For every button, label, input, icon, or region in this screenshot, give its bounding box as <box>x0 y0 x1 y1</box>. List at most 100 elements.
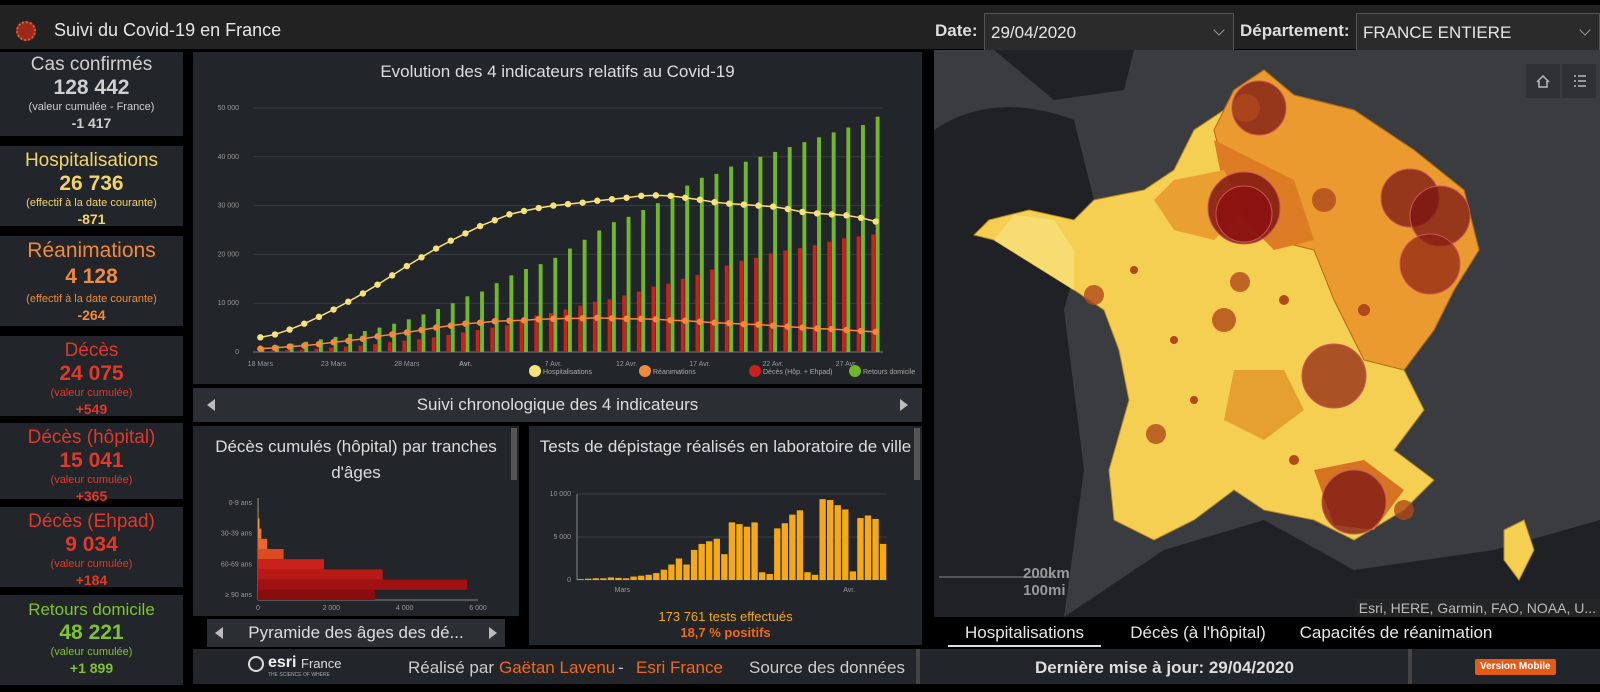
main-chart-panel: Evolution des 4 indicateurs relatifs au … <box>193 52 922 384</box>
tab-hospitalisations[interactable]: Hospitalisations <box>948 617 1101 647</box>
data-point <box>476 222 484 230</box>
map-view[interactable]: 200km 100mi Esri, HERE, Garmin, FAO, NOA… <box>934 50 1600 617</box>
bar-0 <box>255 351 260 352</box>
kpi-card-deces[interactable]: Décès 24 075 (valeur cumulée) +549 <box>0 336 183 417</box>
france-map[interactable] <box>934 50 1600 617</box>
data-point <box>711 319 718 326</box>
bar-1 <box>699 177 704 352</box>
data-point <box>403 329 411 336</box>
y-tick-label: 0 <box>567 577 571 584</box>
data-point <box>301 342 308 349</box>
y-tick-label: 60-69 ans <box>221 561 253 568</box>
kpi-value: 9 034 <box>65 533 118 556</box>
data-point <box>286 343 293 350</box>
home-button[interactable] <box>1526 64 1560 98</box>
map-circle[interactable] <box>1279 295 1289 305</box>
kpi-card-deces-hopital[interactable]: Décès (hôpital) 15 041 (valeur cumulée) … <box>0 423 183 504</box>
kpi-card-reanimations[interactable]: Réanimations 4 128 (effectif à la date c… <box>0 236 183 326</box>
data-point <box>857 214 865 221</box>
x-tick-label: Mars <box>615 587 631 594</box>
map-circle[interactable] <box>1212 308 1236 332</box>
tab-capacites-reanimation[interactable]: Capacités de réanimation <box>1290 617 1502 647</box>
map-circle[interactable] <box>1312 188 1336 212</box>
bar-0 <box>505 325 509 352</box>
age-bar <box>258 559 324 570</box>
kpi-card-hospitalisations[interactable]: Hospitalisations 26 736 (effectif à la d… <box>0 146 183 227</box>
legend-button[interactable] <box>1562 64 1596 98</box>
org-link[interactable]: Esri France <box>636 658 723 677</box>
y-tick-label: 40 000 <box>218 154 240 161</box>
kpi-card-deces-ehpad[interactable]: Décès (Ehpad) 9 034 (valeur cumulée) +18… <box>0 507 183 588</box>
scrollbar[interactable] <box>914 428 920 480</box>
data-point <box>769 203 777 210</box>
kpi-card-cas-confirmes[interactable]: Cas confirmés 128 442 (valeur cumulée - … <box>0 52 183 136</box>
data-point <box>506 317 513 324</box>
bar-0 <box>739 260 744 352</box>
main-chart-nav-label: Suivi chronologique des 4 indicateurs <box>416 395 699 414</box>
date-value: 29/04/2020 <box>991 23 1077 42</box>
department-select[interactable]: FRANCE ENTIERE <box>1356 13 1600 51</box>
test-bar <box>736 524 743 580</box>
map-circle[interactable] <box>1146 424 1166 444</box>
map-circle[interactable] <box>1230 272 1250 292</box>
data-point <box>491 318 498 325</box>
map-circle[interactable] <box>1289 455 1299 465</box>
map-circle[interactable] <box>1301 343 1367 409</box>
bar-0 <box>592 301 597 352</box>
kpi-title: Décès <box>64 340 119 361</box>
date-select[interactable]: 29/04/2020 <box>984 13 1234 51</box>
map-circle[interactable] <box>1084 285 1104 305</box>
next-arrow-icon[interactable] <box>489 627 497 639</box>
map-circle[interactable] <box>1321 469 1387 535</box>
data-point <box>579 199 586 206</box>
bar-0 <box>783 250 788 352</box>
data-point <box>447 322 454 329</box>
version-mobile-button[interactable]: Version Mobile <box>1475 659 1556 675</box>
bar-0 <box>285 350 290 352</box>
tab-deces-hopital[interactable]: Décès (à l'hôpital) <box>1113 617 1283 647</box>
test-bar <box>713 538 720 580</box>
kpi-value: 128 442 <box>53 76 130 99</box>
test-bar <box>637 575 645 580</box>
bar-1 <box>787 147 792 352</box>
next-arrow-icon[interactable] <box>900 399 908 411</box>
age-chart-navbar: Pyramide des âges des dé... <box>207 619 505 647</box>
data-point <box>725 200 733 207</box>
x-tick-label: 0 <box>256 605 260 612</box>
map-circle[interactable] <box>1358 304 1370 316</box>
divider <box>1408 649 1412 684</box>
bar-1 <box>436 309 441 352</box>
map-circle[interactable] <box>1394 500 1414 520</box>
test-bar <box>698 543 705 580</box>
tests-chart-panel: Tests de dépistage réalisés en laboratoi… <box>529 426 922 645</box>
bar-1 <box>597 230 602 352</box>
data-point <box>769 322 777 329</box>
data-point <box>301 320 308 327</box>
bar-0 <box>768 253 773 352</box>
data-point <box>872 328 879 336</box>
map-circle[interactable] <box>1232 94 1260 122</box>
data-point <box>682 194 689 201</box>
age-bar <box>258 549 284 560</box>
map-circle[interactable] <box>1215 185 1273 243</box>
author-link[interactable]: Gaëtan Lavenu <box>499 658 616 677</box>
map-circle[interactable] <box>1130 266 1138 274</box>
main-chart: 0 10 000 20 000 30 000 40 000 50 000 18 Mars 23… <box>218 105 915 377</box>
tab-label: Décès (à l'hôpital) <box>1130 623 1266 642</box>
age-bar <box>258 589 376 600</box>
source-link[interactable]: Source des données <box>749 658 905 677</box>
data-point <box>388 272 396 279</box>
age-bar <box>258 569 383 580</box>
test-bar <box>804 572 811 580</box>
scrollbar[interactable] <box>511 428 517 480</box>
map-circle[interactable] <box>1399 233 1461 295</box>
map-circle[interactable] <box>1190 396 1198 404</box>
x-tick-label: 22 Avr. <box>762 361 783 368</box>
map-attribution: Esri, HERE, Garmin, FAO, NOAA, U... <box>1354 599 1600 617</box>
kpi-card-retours-domicile[interactable]: Retours domicile 48 221 (valeur cumulée)… <box>0 595 183 685</box>
previous-arrow-icon[interactable] <box>215 627 223 639</box>
map-circle[interactable] <box>1170 336 1178 344</box>
bar-1 <box>831 132 836 352</box>
previous-arrow-icon[interactable] <box>207 399 215 411</box>
data-point <box>828 211 835 218</box>
